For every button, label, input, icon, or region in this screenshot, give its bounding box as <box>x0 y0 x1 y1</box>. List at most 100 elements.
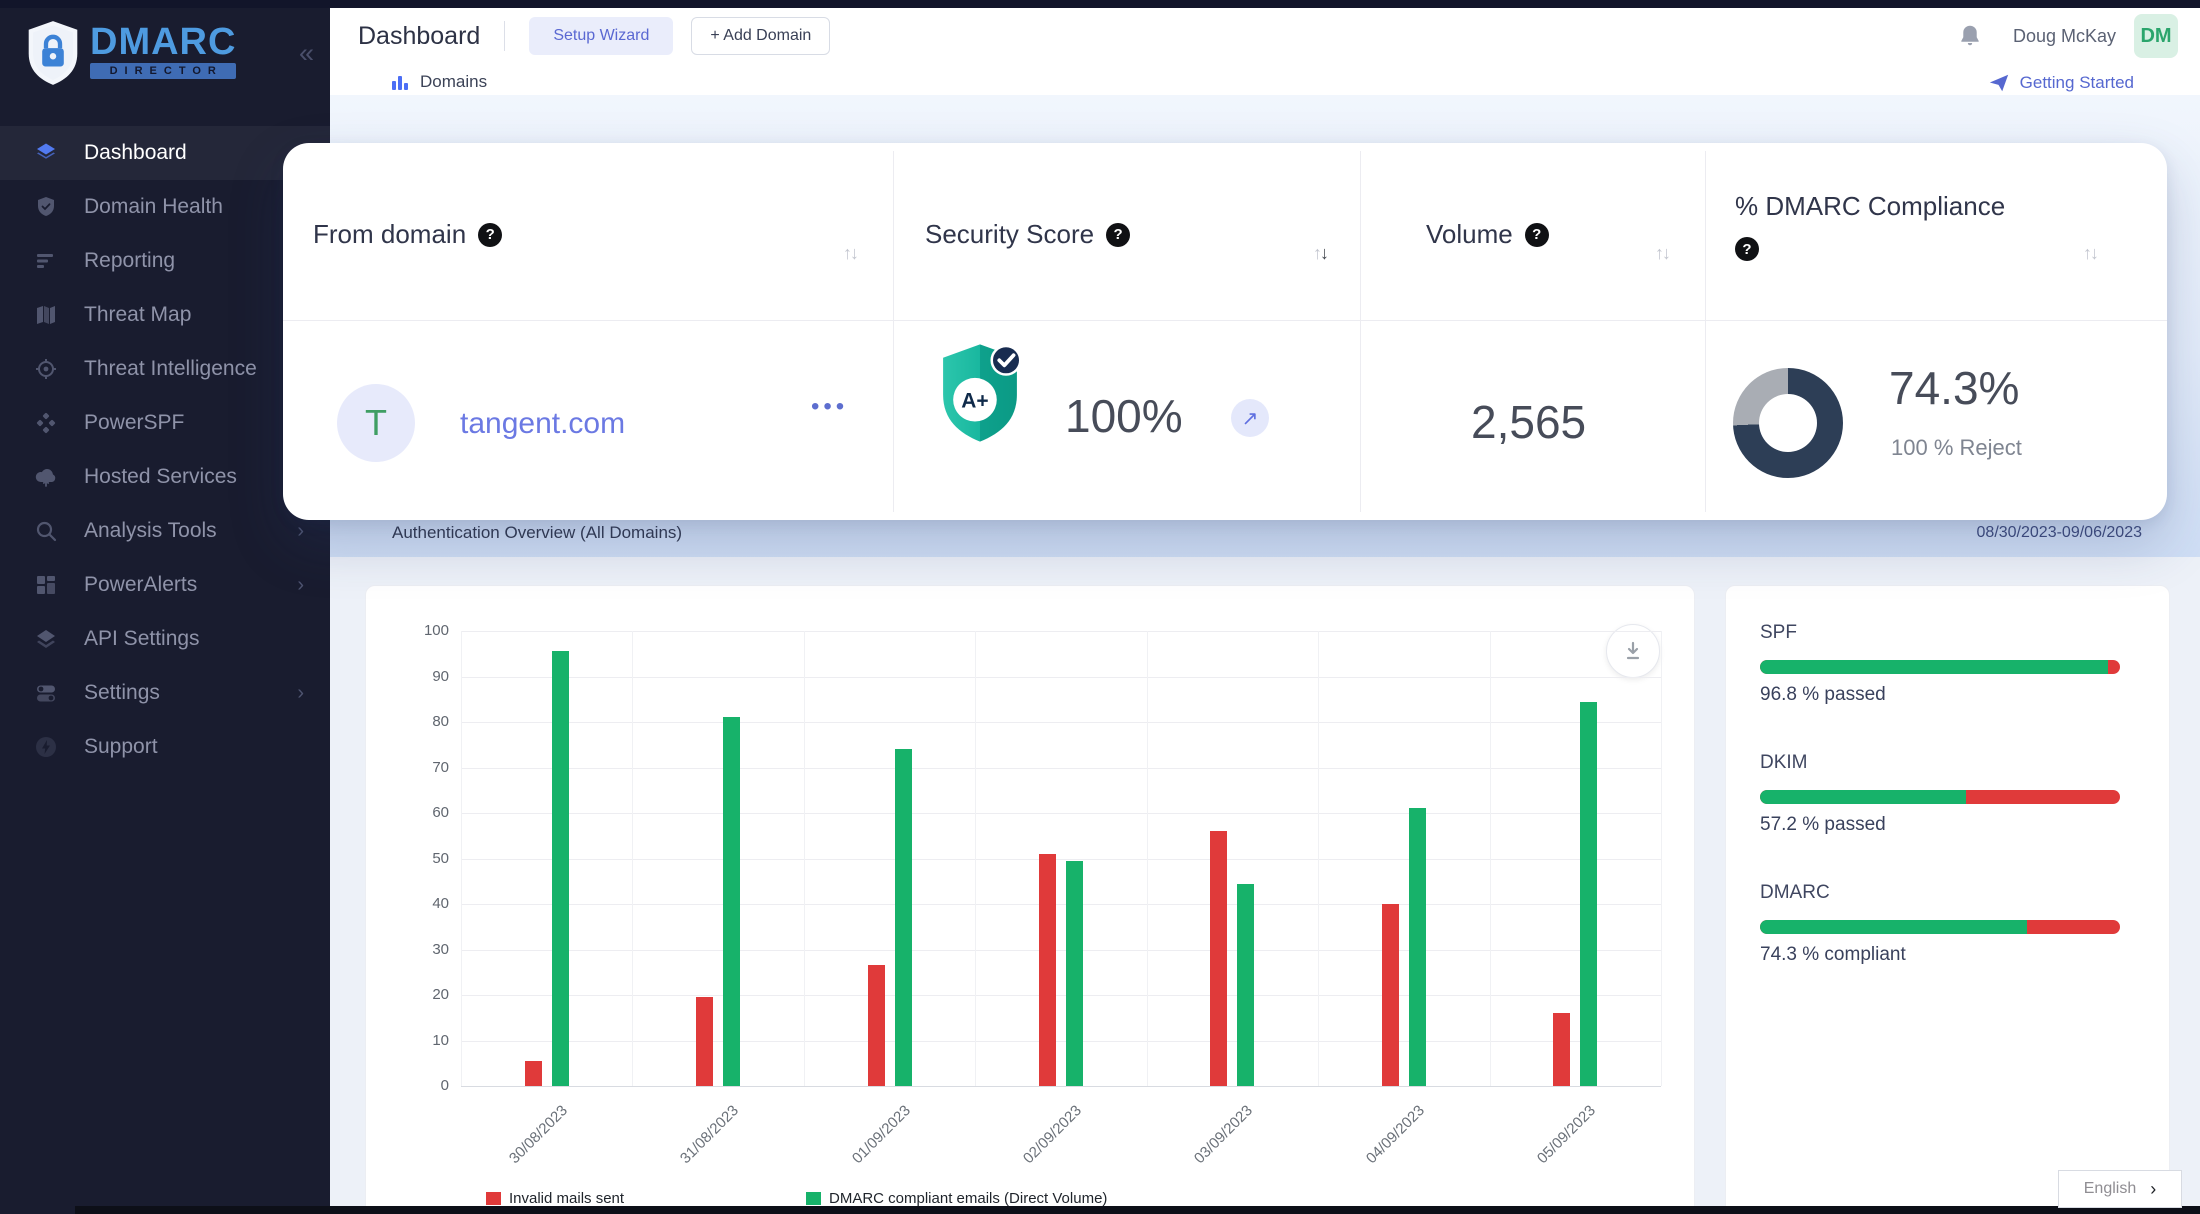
score-detail-arrow-button[interactable]: ↗ <box>1231 399 1269 437</box>
help-icon[interactable]: ? <box>1735 237 1759 262</box>
window-top-strip <box>0 0 2200 8</box>
legend-item[interactable]: DMARC compliant emails (Direct Volume) <box>806 1190 1107 1207</box>
sidebar-item-label: API Settings <box>84 627 200 650</box>
auth-progress-fill <box>1760 660 2109 674</box>
column-header-from-domain[interactable]: From domain ? <box>313 219 503 250</box>
chevron-right-icon: › <box>297 519 304 542</box>
auth-summary-panel: SPF 96.8 % passed DKIM 57.2 % passed DMARC 74… <box>1725 585 2170 1214</box>
sidebar: DMARC DIRECTOR « Dashboard Domain Health R… <box>0 8 330 1214</box>
security-score-value: 100% <box>1065 390 1183 442</box>
sidebar-item-analysis-tools[interactable]: Analysis Tools › <box>0 504 330 558</box>
sidebar-item-label: Threat Map <box>84 303 192 326</box>
legend-label: Invalid mails sent <box>509 1190 625 1207</box>
sidebar-item-label: Support <box>84 735 158 758</box>
h-gridline <box>461 722 1661 723</box>
bar-dmarc-compliant-emails-direct-volume- <box>723 717 741 1086</box>
column-header-dmarc-compliance[interactable]: % DMARC Compliance ? <box>1735 191 2015 263</box>
auth-progress-bar <box>1760 790 2120 804</box>
v-gridline <box>461 631 462 1086</box>
sort-icon[interactable]: ↑↓ <box>843 243 859 263</box>
sidebar-item-dashboard[interactable]: Dashboard <box>0 126 330 180</box>
auth-progress-fill <box>1760 790 1966 804</box>
sidebar-item-powerspf[interactable]: PowerSPF <box>0 396 330 450</box>
sidebar-collapse-icon[interactable]: « <box>298 38 314 68</box>
sort-icon[interactable]: ↑↓ <box>1655 243 1671 263</box>
y-axis-tick: 30 <box>432 940 449 958</box>
auth-caption: 96.8 % passed <box>1760 684 1886 705</box>
cloud-upload-icon <box>34 465 58 489</box>
sidebar-item-label: Hosted Services <box>84 465 237 488</box>
security-score-shield-icon: A+ <box>938 341 1022 445</box>
getting-started-link[interactable]: Getting Started <box>1988 72 2134 94</box>
notifications-bell-icon[interactable] <box>1957 23 1983 49</box>
setup-wizard-button[interactable]: Setup Wizard <box>529 17 674 55</box>
sidebar-item-api-settings[interactable]: API Settings <box>0 612 330 666</box>
paper-plane-icon <box>1988 72 2010 94</box>
column-header-security-score[interactable]: Security Score ? <box>925 219 1131 250</box>
column-header-volume[interactable]: Volume ? <box>1426 219 1549 250</box>
x-axis-label: 03/09/2023 <box>1191 1102 1257 1168</box>
sidebar-item-settings[interactable]: Settings › <box>0 666 330 720</box>
help-icon[interactable]: ? <box>1524 222 1549 247</box>
sidebar-item-label: Analysis Tools <box>84 519 217 542</box>
sidebar-item-hosted-services[interactable]: Hosted Services <box>0 450 330 504</box>
bar-invalid-mails-sent <box>1210 831 1228 1086</box>
section-title: Authentication Overview (All Domains) <box>392 523 683 542</box>
brand-subtitle: DIRECTOR <box>90 63 237 79</box>
language-selector[interactable]: English › <box>2058 1170 2182 1208</box>
layers2-icon <box>34 627 58 651</box>
sidebar-nav: Dashboard Domain Health Reporting Threat Ma… <box>0 126 330 774</box>
volume-value: 2,565 <box>1471 396 1587 448</box>
sidebar-item-threat-intelligence[interactable]: Threat Intelligence <box>0 342 330 396</box>
sidebar-item-poweralerts[interactable]: PowerAlerts › <box>0 558 330 612</box>
domain-link[interactable]: tangent.com <box>460 407 626 440</box>
y-axis-tick: 60 <box>432 804 449 821</box>
sidebar-item-reporting[interactable]: Reporting <box>0 234 330 288</box>
target-icon <box>34 357 58 381</box>
sidebar-item-label: Threat Intelligence <box>84 357 257 380</box>
h-gridline <box>461 631 1661 632</box>
h-gridline <box>461 904 1661 905</box>
h-gridline <box>461 813 1661 814</box>
legend-item[interactable]: Invalid mails sent <box>486 1190 624 1207</box>
chevron-right-icon: › <box>297 573 304 596</box>
sidebar-item-label: PowerSPF <box>84 411 185 434</box>
h-gridline <box>461 676 1661 678</box>
user-name: Doug McKay <box>2012 25 2116 46</box>
h-gridline <box>461 1040 1661 1042</box>
y-axis-tick: 70 <box>432 758 449 776</box>
sidebar-item-label: PowerAlerts <box>84 573 198 596</box>
row-menu-dots[interactable]: ••• <box>811 393 849 420</box>
sidebar-item-domain-health[interactable]: Domain Health <box>0 180 330 234</box>
auth-caption: 57.2 % passed <box>1760 814 1886 835</box>
x-axis-label: 02/09/2023 <box>1019 1102 1086 1168</box>
legend-swatch <box>806 1192 821 1205</box>
sort-icon[interactable]: ↑↓ <box>1313 243 1329 263</box>
y-axis-tick: 20 <box>432 986 449 1003</box>
y-axis-tick: 40 <box>432 895 449 912</box>
add-domain-button[interactable]: + Add Domain <box>691 17 831 55</box>
chevron-right-icon: › <box>297 681 304 704</box>
v-gridline <box>1146 631 1148 1086</box>
user-avatar[interactable]: DM <box>2134 14 2178 58</box>
y-axis-tick: 10 <box>432 1031 449 1049</box>
sort-icon[interactable]: ↑↓ <box>2083 243 2099 263</box>
chevron-right-icon: › <box>2150 1178 2157 1199</box>
sidebar-item-label: Settings <box>84 681 160 704</box>
help-icon[interactable]: ? <box>1106 222 1131 247</box>
window-bottom-strip <box>75 1206 2200 1214</box>
auth-caption: 74.3 % compliant <box>1760 944 1906 965</box>
section-date-range[interactable]: 08/30/2023-09/06/2023 <box>1976 524 2142 541</box>
sidebar-item-label: Dashboard <box>84 141 187 164</box>
topbar: Dashboard Setup Wizard + Add Domain Doug… <box>330 8 2200 64</box>
sidebar-item-support[interactable]: Support <box>0 720 330 774</box>
help-icon[interactable]: ? <box>478 222 503 247</box>
sidebar-item-threat-map[interactable]: Threat Map <box>0 288 330 342</box>
title-divider <box>504 21 506 51</box>
authentication-chart-card: 0 10 20 30 40 50 60 70 80 90 100 30/08/2023 31/08/20… <box>365 585 1695 1214</box>
chart-download-button[interactable] <box>1606 624 1660 678</box>
sidebar-item-label: Reporting <box>84 249 176 272</box>
bar-dmarc-compliant-emails-direct-volume- <box>894 749 912 1086</box>
auth-block-dmarc: DMARC 74.3 % compliant <box>1760 882 2135 966</box>
